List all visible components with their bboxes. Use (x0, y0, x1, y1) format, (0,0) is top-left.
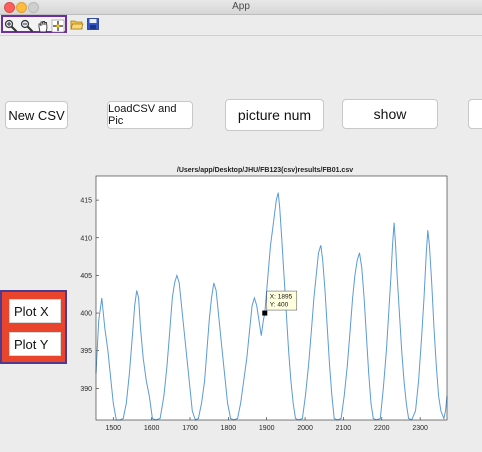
x-tick-label: 2200 (374, 425, 390, 432)
y-tick-label: 390 (80, 386, 92, 393)
x-tick-label: 1700 (182, 425, 198, 432)
pan-hand-icon[interactable] (36, 19, 50, 33)
y-tick-label: 410 (80, 235, 92, 242)
datatip-x-label: X: 1895 (270, 294, 293, 301)
data-cursor-icon[interactable] (51, 19, 65, 33)
load-csv-and-pic-button[interactable]: LoadCSV and Pic (107, 101, 193, 129)
zoom-window-button[interactable] (28, 2, 39, 13)
datatip-marker[interactable] (262, 310, 268, 316)
open-folder-icon[interactable] (70, 17, 84, 31)
picture-num-field[interactable]: picture num (225, 99, 324, 131)
y-tick-label: 405 (80, 273, 92, 280)
title-bar: App (0, 0, 482, 15)
x-tick-label: 1500 (105, 425, 121, 432)
x-tick-label: 2100 (336, 425, 352, 432)
save-icon[interactable] (86, 17, 100, 31)
x-tick-label: 1800 (221, 425, 237, 432)
x-tick-label: 2300 (412, 425, 428, 432)
x-tick-label: 1600 (144, 425, 160, 432)
plot-y-button[interactable]: Plot Y (9, 332, 61, 356)
show-button[interactable]: show (342, 99, 438, 129)
new-csv-button[interactable]: New CSV (5, 101, 68, 129)
axes-box (95, 175, 448, 421)
x-tick-label: 1900 (259, 425, 275, 432)
minimize-window-button[interactable] (16, 2, 27, 13)
plot-buttons-highlight: Plot X Plot Y (0, 290, 67, 364)
zoom-in-icon[interactable] (4, 19, 18, 33)
figure-toolbar (0, 15, 482, 36)
window-title: App (232, 1, 250, 12)
y-tick-label: 395 (80, 348, 92, 355)
close-window-button[interactable] (4, 2, 15, 13)
y-tick-label: 400 (80, 311, 92, 318)
y-tick-label: 415 (80, 198, 92, 205)
zoom-out-icon[interactable] (20, 19, 34, 33)
partial-button[interactable] (468, 99, 482, 129)
series-line (95, 192, 448, 421)
toolbar-highlight-group (1, 15, 67, 33)
datatip-box (266, 290, 298, 311)
plot-x-button[interactable]: Plot X (9, 299, 61, 323)
x-tick-label: 2000 (297, 425, 313, 432)
datatip-y-label: Y: 400 (270, 302, 289, 309)
chart-title: /Users/app/Desktop/JHU/FB123(csv)results… (177, 167, 353, 174)
